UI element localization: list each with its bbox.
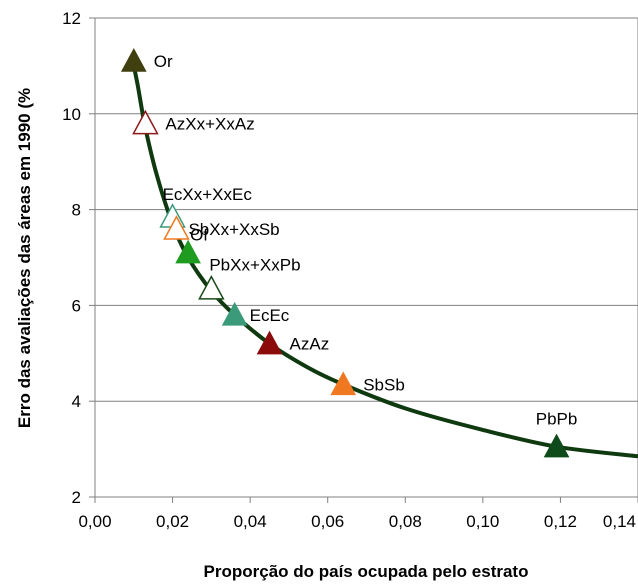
x-tick-label: 0,08 xyxy=(389,512,422,531)
y-axis-ticks: 2 4 6 8 10 12 xyxy=(62,9,95,507)
x-tick-label: 0,14 xyxy=(603,512,636,531)
point-label: EcEc xyxy=(250,306,290,325)
point-label: Or xyxy=(154,52,173,71)
y-tick-label: 6 xyxy=(72,296,81,315)
point-label: AzAz xyxy=(290,335,330,354)
y-axis-title: Erro das avaliações das áreas em 1990 (% xyxy=(15,88,34,428)
triangle-marker xyxy=(175,239,201,264)
x-axis-title: Proporção do país ocupada pelo estrato xyxy=(204,562,529,581)
triangle-marker xyxy=(256,330,283,355)
point-label: AzXx+XxAz xyxy=(165,114,254,133)
x-tick-label: 0,02 xyxy=(156,512,189,531)
point-label: SbSb xyxy=(363,375,405,394)
gridlines xyxy=(95,113,638,402)
point-label: SbXx+XxSb xyxy=(188,220,279,239)
point-label: PbXx+XxPb xyxy=(209,256,300,275)
triangle-marker xyxy=(221,301,248,326)
point-label: EcXx+XxEc xyxy=(163,185,253,204)
x-axis-ticks: 0,00 0,02 0,04 0,06 0,08 0,10 0,12 0,14 xyxy=(78,497,638,531)
triangle-marker xyxy=(198,275,225,300)
y-tick-label: 2 xyxy=(72,488,81,507)
x-tick-label: 0,00 xyxy=(78,512,111,531)
plot-area xyxy=(94,17,638,498)
x-tick-label: 0,10 xyxy=(466,512,499,531)
triangle-marker xyxy=(163,215,190,240)
y-tick-label: 12 xyxy=(62,9,81,28)
y-tick-label: 4 xyxy=(72,392,81,411)
y-tick-label: 8 xyxy=(72,201,81,220)
x-tick-label: 0,04 xyxy=(234,512,267,531)
triangle-marker xyxy=(543,433,570,458)
x-tick-label: 0,12 xyxy=(544,512,577,531)
point-label: PbPb xyxy=(536,410,578,429)
point-label: Of xyxy=(190,226,208,245)
triangle-marker xyxy=(330,371,357,396)
y-tick-label: 10 xyxy=(62,105,81,124)
triangle-marker xyxy=(132,109,159,135)
x-tick-label: 0,06 xyxy=(311,512,344,531)
triangle-marker xyxy=(120,48,147,72)
data-points: Or AzXx+XxAz EcXx+XxEc SbXx+XxSbOfPbXx+XxPb… xyxy=(120,48,578,458)
